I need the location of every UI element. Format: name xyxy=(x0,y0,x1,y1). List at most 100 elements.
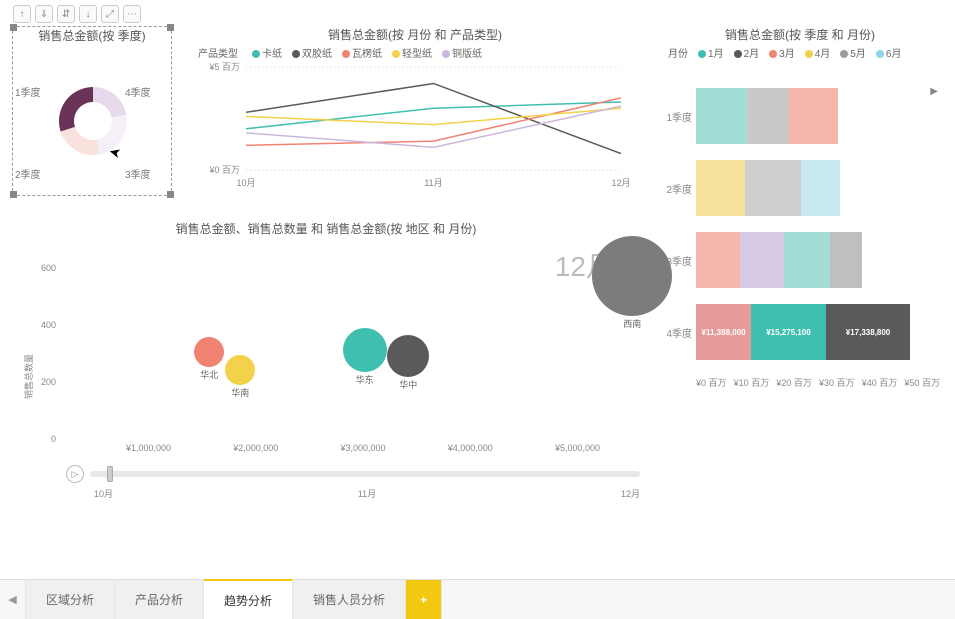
add-page-tab[interactable]: + xyxy=(406,580,442,619)
bubble-y-axis-labels: 0200400600 xyxy=(12,239,60,439)
legend-item[interactable]: 卡纸 xyxy=(252,45,282,60)
page-tabs-container: 区域分析产品分析趋势分析销售人员分析+ xyxy=(26,580,442,619)
donut-slice[interactable] xyxy=(97,115,127,155)
stacked-legend-label: 月份 xyxy=(668,45,688,60)
legend-swatch-icon xyxy=(698,50,706,58)
page-tab[interactable]: 销售人员分析 xyxy=(293,580,406,619)
stacked-segment[interactable] xyxy=(696,88,747,144)
donut-slice[interactable] xyxy=(61,127,100,155)
slider-track[interactable] xyxy=(90,471,640,477)
drill-down-one-icon[interactable]: ⇓ xyxy=(35,5,53,23)
resize-handle-tl[interactable] xyxy=(10,24,17,31)
svg-text:¥0 百万: ¥0 百万 xyxy=(208,165,240,175)
line-chart-legend: 产品类型卡纸双胶纸瓦楞纸轻型纸铜版纸 xyxy=(198,45,640,60)
legend-swatch-icon xyxy=(734,50,742,58)
tab-scroll-left-icon[interactable]: ◀ xyxy=(0,580,26,619)
bubble-chart-tile[interactable]: 销售总金额、销售总数量 和 销售总金额(按 地区 和 月份) 销售总数量 020… xyxy=(12,220,640,540)
bubble-point[interactable]: 华中 xyxy=(387,335,429,377)
page-tab[interactable]: 趋势分析 xyxy=(204,579,293,619)
report-canvas: ↑ ⇓ ⇵ ↓ ⤢ ⋯ 销售总金额(按 季度) 1季度2季度3季度4季度➤ 销售… xyxy=(0,0,955,560)
svg-text:12月: 12月 xyxy=(611,178,630,188)
stacked-bar-title: 销售总金额(按 季度 和 月份) xyxy=(660,26,940,43)
bubble-y-tick: 200 xyxy=(41,377,56,387)
bubble-x-tick: ¥4,000,000 xyxy=(448,443,493,453)
donut-slice-label: 1季度 xyxy=(15,84,41,99)
stacked-segment[interactable] xyxy=(830,232,862,288)
slider-handle[interactable] xyxy=(107,466,113,482)
stacked-bar xyxy=(696,88,940,144)
legend-item[interactable]: 轻型纸 xyxy=(392,45,432,60)
bubble-point[interactable]: 华南 xyxy=(225,355,255,385)
legend-item[interactable]: 6月 xyxy=(876,45,902,60)
stacked-bar xyxy=(696,232,940,288)
stacked-segment[interactable] xyxy=(745,160,801,216)
more-options-icon[interactable]: ⋯ xyxy=(123,5,141,23)
stacked-segment[interactable]: ¥11,388,000 xyxy=(696,304,751,360)
legend-item[interactable]: 瓦楞纸 xyxy=(342,45,382,60)
line-series[interactable] xyxy=(246,98,621,145)
legend-scroll-right-icon[interactable]: ▶ xyxy=(930,86,938,97)
legend-item[interactable]: 1月 xyxy=(698,45,724,60)
legend-swatch-icon xyxy=(840,50,848,58)
bubble-point[interactable]: 华北 xyxy=(194,337,224,367)
line-chart-tile[interactable]: 销售总金额(按 月份 和 产品类型) 产品类型卡纸双胶纸瓦楞纸轻型纸铜版纸 ¥0… xyxy=(190,26,640,206)
stacked-segment[interactable] xyxy=(784,232,830,288)
stacked-segment[interactable] xyxy=(801,160,840,216)
slider-tick-label: 12月 xyxy=(621,487,640,500)
play-axis-slider: ▷ xyxy=(66,465,640,483)
bubble-label: 华东 xyxy=(356,373,374,386)
bubble-chart-plot: 12月华北华南华东华中西南 xyxy=(66,239,640,439)
page-tab[interactable]: 区域分析 xyxy=(26,580,115,619)
resize-handle-tr[interactable] xyxy=(167,24,174,31)
bubble-point[interactable]: 西南 xyxy=(592,236,672,316)
stacked-x-tick: ¥0 百万 xyxy=(696,376,727,389)
stacked-segment[interactable] xyxy=(740,232,784,288)
donut-chart-tile[interactable]: ↑ ⇓ ⇵ ↓ ⤢ ⋯ 销售总金额(按 季度) 1季度2季度3季度4季度➤ xyxy=(12,26,172,196)
bubble-x-tick: ¥1,000,000 xyxy=(126,443,171,453)
stacked-x-tick: ¥30 百万 xyxy=(819,376,855,389)
stacked-segment[interactable] xyxy=(696,232,740,288)
stacked-x-tick: ¥10 百万 xyxy=(734,376,770,389)
stacked-bar-row[interactable]: 3季度 xyxy=(660,232,940,288)
stacked-row-label: 1季度 xyxy=(660,109,696,124)
expand-down-icon[interactable]: ⇵ xyxy=(57,5,75,23)
donut-slice-label: 4季度 xyxy=(125,84,151,99)
play-button[interactable]: ▷ xyxy=(66,465,84,483)
page-tab[interactable]: 产品分析 xyxy=(115,580,204,619)
focus-mode-icon[interactable]: ⤢ xyxy=(101,5,119,23)
drill-up-icon[interactable]: ↑ xyxy=(13,5,31,23)
stacked-bar-row[interactable]: 4季度¥11,388,000¥15,275,100¥17,338,800 xyxy=(660,304,940,360)
svg-text:10月: 10月 xyxy=(236,178,255,188)
line-chart-plot: ¥0 百万¥5 百万10月11月12月 xyxy=(196,62,636,192)
legend-item[interactable]: 双胶纸 xyxy=(292,45,332,60)
bubble-y-tick: 0 xyxy=(51,434,56,444)
bubble-x-tick: ¥2,000,000 xyxy=(233,443,278,453)
slider-tick-labels: 10月11月12月 xyxy=(66,487,640,500)
legend-item[interactable]: 4月 xyxy=(805,45,831,60)
line-chart-title: 销售总金额(按 月份 和 产品类型) xyxy=(190,26,640,43)
legend-swatch-icon xyxy=(392,50,400,58)
stacked-segment[interactable] xyxy=(789,88,838,144)
stacked-bar-row[interactable]: 1季度 xyxy=(660,88,940,144)
stacked-segment[interactable] xyxy=(747,88,788,144)
stacked-bar-x-axis: ¥0 百万¥10 百万¥20 百万¥30 百万¥40 百万¥50 百万 xyxy=(660,376,940,389)
donut-slice[interactable] xyxy=(59,87,93,132)
stacked-bar-tile[interactable]: 销售总金额(按 季度 和 月份) 月份 1月 2月 3月 4月 5月 6月 ▶ 1季度 2季度… xyxy=(660,26,940,546)
bubble-label: 华南 xyxy=(231,386,249,399)
legend-item[interactable]: 3月 xyxy=(769,45,795,60)
stacked-segment[interactable]: ¥15,275,100 xyxy=(751,304,826,360)
legend-item[interactable]: 5月 xyxy=(840,45,866,60)
drill-down-icon[interactable]: ↓ xyxy=(79,5,97,23)
bubble-point[interactable]: 华东 xyxy=(343,328,387,372)
donut-slice[interactable] xyxy=(93,87,126,117)
legend-item[interactable]: 2月 xyxy=(734,45,760,60)
slider-tick-label: 11月 xyxy=(358,487,376,500)
bubble-label: 华中 xyxy=(399,378,417,391)
stacked-segment[interactable] xyxy=(696,160,745,216)
donut-slice-label: 3季度 xyxy=(125,166,151,181)
stacked-bar-row[interactable]: 2季度 xyxy=(660,160,940,216)
selected-tile-toolbar: ↑ ⇓ ⇵ ↓ ⤢ ⋯ xyxy=(13,5,141,23)
stacked-segment[interactable]: ¥17,338,800 xyxy=(826,304,910,360)
legend-item[interactable]: 铜版纸 xyxy=(442,45,482,60)
bubble-y-tick: 400 xyxy=(41,320,56,330)
